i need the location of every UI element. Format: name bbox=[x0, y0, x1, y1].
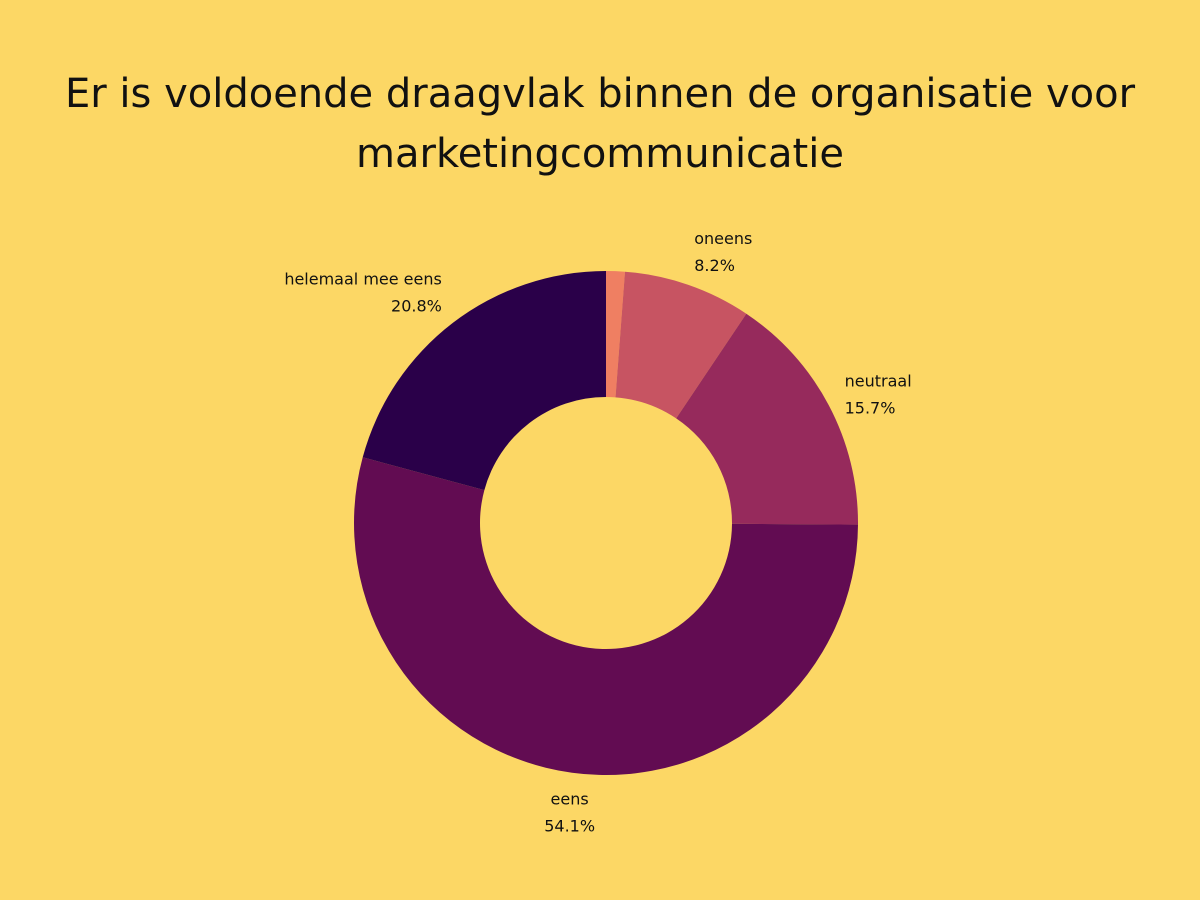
donut-slices bbox=[354, 271, 859, 775]
slice-label-neutraal: neutraal 15.7% bbox=[845, 372, 912, 418]
slice-labels: oneens 8.2% neutraal 15.7% eens 54.1% helemaal… bbox=[284, 229, 911, 836]
slice-neutraal bbox=[676, 313, 859, 525]
slice-label-name: helemaal mee eens bbox=[284, 270, 442, 289]
slice-label-oneens: oneens 8.2% bbox=[694, 229, 752, 275]
slice-eens bbox=[354, 457, 858, 775]
slice-label-percent: 54.1% bbox=[544, 817, 595, 836]
slice-helemaal-oneens bbox=[606, 271, 625, 398]
slice-label-percent: 8.2% bbox=[694, 256, 735, 275]
slice-helemaal-mee-eens bbox=[362, 271, 606, 491]
slice-label-name: neutraal bbox=[845, 372, 912, 391]
slice-oneens bbox=[615, 271, 747, 419]
slice-label-helemaal-mee-eens: helemaal mee eens 20.8% bbox=[284, 270, 442, 316]
chart-title: Er is voldoende draagvlak binnen de orga… bbox=[64, 71, 1136, 177]
slice-label-percent: 15.7% bbox=[845, 399, 896, 418]
slice-label-eens: eens 54.1% bbox=[544, 790, 595, 836]
slice-label-percent: 20.8% bbox=[391, 297, 442, 316]
slice-label-name: oneens bbox=[694, 229, 752, 248]
slice-label-name: eens bbox=[551, 790, 589, 809]
